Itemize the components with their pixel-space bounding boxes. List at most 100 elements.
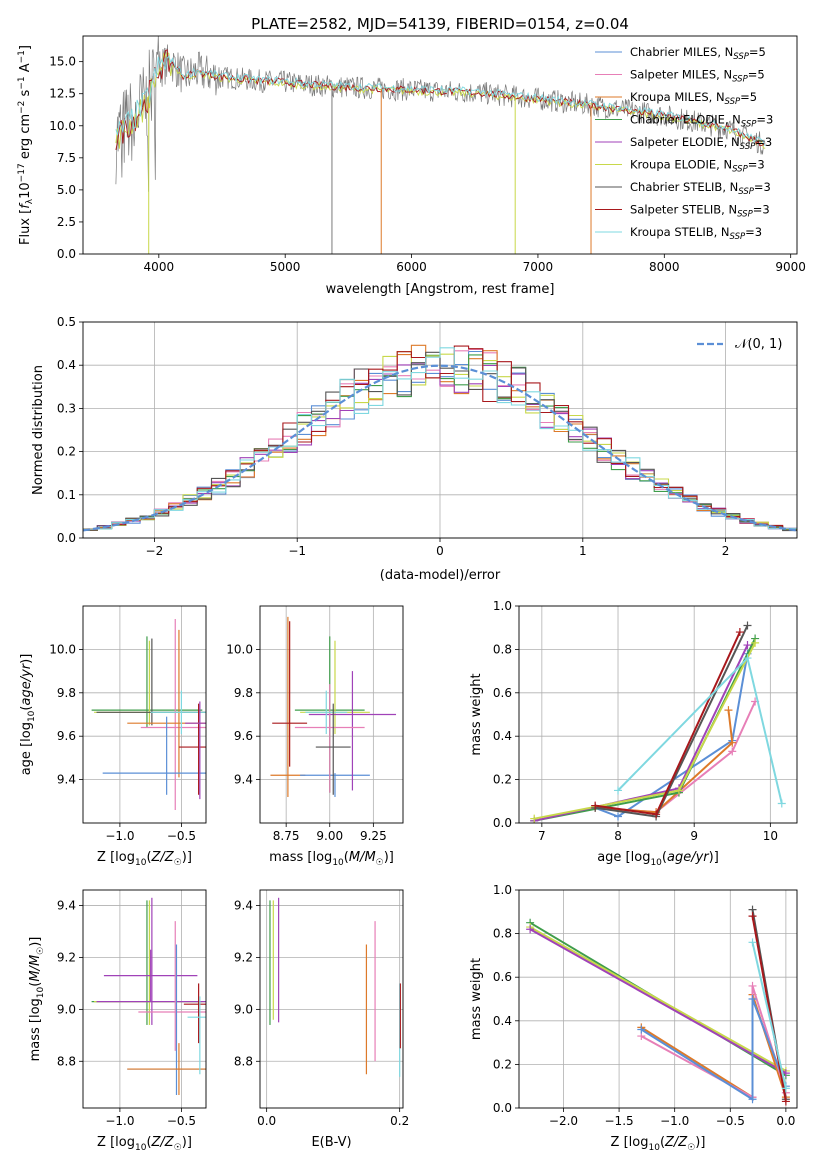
y-tick-label: 9.4 [234,773,253,787]
y-tick-label: 9.0 [57,1002,76,1016]
y-axis-label-part: ] [18,45,33,50]
legend-label: Chabrier ELODIE, NSSP=3 [630,113,773,130]
legend-label-text: Kroupa STELIB, N [630,225,730,239]
panel-mass-vs-ebv: 0.0 0.2 8.8 9.0 9.2 9.4 E(B-V) [234,889,409,1150]
legend-label-suffix: =3 [756,113,773,127]
mass-weight-marker [728,747,737,756]
legend-label: Chabrier MILES, NSSP=5 [630,45,766,62]
y-tick-label: 1.0 [493,599,512,613]
legend-label-suffix: =3 [753,203,770,217]
x-tick-label: 9000 [775,260,806,274]
x-axis-label-part: ☉ [174,1143,182,1153]
x-tick-label: 9.00 [316,829,343,843]
y-tick-label: 0.4 [57,358,76,372]
y-axis-label: mass [log10(M/M☉)] [28,937,46,1062]
legend-label: Chabrier STELIB, NSSP=3 [630,180,771,197]
x-tick-label: −2 [146,544,164,558]
panel-massweight-vs-z: −2.0 −1.5 −1.0 −0.5 0.0 0.0 0.2 0.4 0.6 0.8 1.0 Z [… [469,883,798,1153]
x-tick-label: 7000 [523,260,554,274]
mass-weight-marker [751,638,760,647]
x-axis-label-part: )] [695,1135,705,1150]
mass-weight-marker [743,654,752,663]
mass-weight-series [529,926,787,1072]
y-tick-label: 9.6 [57,729,76,743]
y-tick-label: 0.2 [57,445,76,459]
mass-weight-marker [652,810,661,819]
x-axis-label-part: age [log [597,850,650,865]
x-axis-label-part: ( [344,850,349,865]
legend-label-text: Chabrier ELODIE, N [630,113,741,127]
panel-residuals: −2 −1 0 1 2 0.0 0.1 0.2 0.3 0.4 0.5 𝒩(0, 1) (data-mo… [31,315,798,583]
y-tick-label: 0.2 [493,773,512,787]
legend-label-suffix: =3 [748,158,765,172]
x-axis-label-part: Z [log [97,1135,135,1150]
x-tick-label: 8 [614,829,622,843]
model-spectrum [115,55,766,146]
legend-label-sub: SSP [730,232,746,242]
x-tick-label: −1.5 [605,1114,634,1128]
legend-label: Salpeter ELODIE, NSSP=3 [630,135,772,152]
legend-label: Kroupa ELODIE, NSSP=3 [630,158,765,175]
x-axis-label: Z [log10(Z/Z☉)] [97,850,192,868]
x-axis-label-part: 10 [135,1143,147,1153]
panel-age-vs-z: −1.0 −0.59.49.69.810.0Z [log10(Z/Z☉)]age … [19,605,207,868]
axes-frame [82,605,207,824]
x-axis-label: Z [log10(Z/Z☉)] [611,1135,706,1153]
mass-weight-marker [748,912,757,921]
model-spectrum [115,49,766,150]
y-tick-label: 0.4 [493,1014,512,1028]
x-tick-label: 2 [722,544,730,558]
legend-label-sub: SSP [732,75,748,85]
y-axis-label-part: A [18,63,33,76]
x-axis-label-part: Z/Z [664,1135,688,1150]
mass-weight-marker [743,621,752,630]
plot-area [270,616,397,797]
plot-area [83,344,797,532]
x-axis-label-part: Z/Z [151,850,175,865]
y-tick-label: 9.6 [234,729,253,743]
axes-frame [82,35,798,255]
mass-weight-series [595,631,741,816]
y-axis-label: Flux [fλ10−17 erg cm−2 s−1 A−1] [17,45,35,245]
x-axis-label-part: ( [662,850,667,865]
y-tick-label: 8.8 [57,1054,76,1068]
x-axis-label-part: )] [182,850,192,865]
legend-label-text: Salpeter STELIB, N [630,203,737,217]
y-tick-label: 9.8 [57,686,76,700]
mass-weight-series [529,928,787,1074]
y-tick-label: 0.0 [57,247,76,261]
legend-label-text: Salpeter ELODIE, N [630,135,740,149]
x-axis-label-part: 10 [135,858,147,868]
y-axis-label-part: mass weight [469,958,484,1040]
y-tick-label: 0.8 [493,642,512,656]
x-tick-label: −1.0 [105,829,134,843]
y-tick-label: 10.0 [49,119,76,133]
legend-label-text: Salpeter MILES, N [630,68,732,82]
y-axis-label-part: )] [28,937,43,947]
legend-label: Salpeter STELIB, NSSP=3 [630,203,770,220]
panel-mass-vs-z: −1.0 −0.58.89.09.29.4Z [log10(Z/Z☉)]mass … [28,889,207,1153]
axes-frame [518,605,798,824]
y-tick-label: 8.8 [234,1054,253,1068]
y-tick-label: 9.2 [234,950,253,964]
y-tick-label: 0.6 [493,970,512,984]
y-tick-label: 0.3 [57,401,76,415]
y-tick-label: 9.2 [57,950,76,964]
y-tick-label: 0.2 [493,1057,512,1071]
y-axis-label-part: −1 [17,50,27,63]
x-axis-label: mass [log10(M/M☉)] [269,850,394,868]
legend-label-sub: SSP [737,210,753,220]
y-axis-label-part: −17 [17,163,27,182]
x-tick-label: −1.0 [660,1114,689,1128]
y-axis-label-part: 10 [27,710,37,722]
y-axis-label-part: mass [log [28,998,43,1061]
y-axis-label-part: λ [25,198,35,204]
legend-label-sub: SSP [733,52,749,62]
legend-label-text: Kroupa MILES, N [630,90,725,104]
y-tick-label: 0.0 [493,1101,512,1115]
mass-weight-series [751,916,787,1102]
y-tick-label: 10.0 [49,642,76,656]
y-axis-label-part: ( [28,982,43,987]
y-tick-label: 0.5 [57,315,76,329]
x-tick-label: −2.0 [549,1114,578,1128]
